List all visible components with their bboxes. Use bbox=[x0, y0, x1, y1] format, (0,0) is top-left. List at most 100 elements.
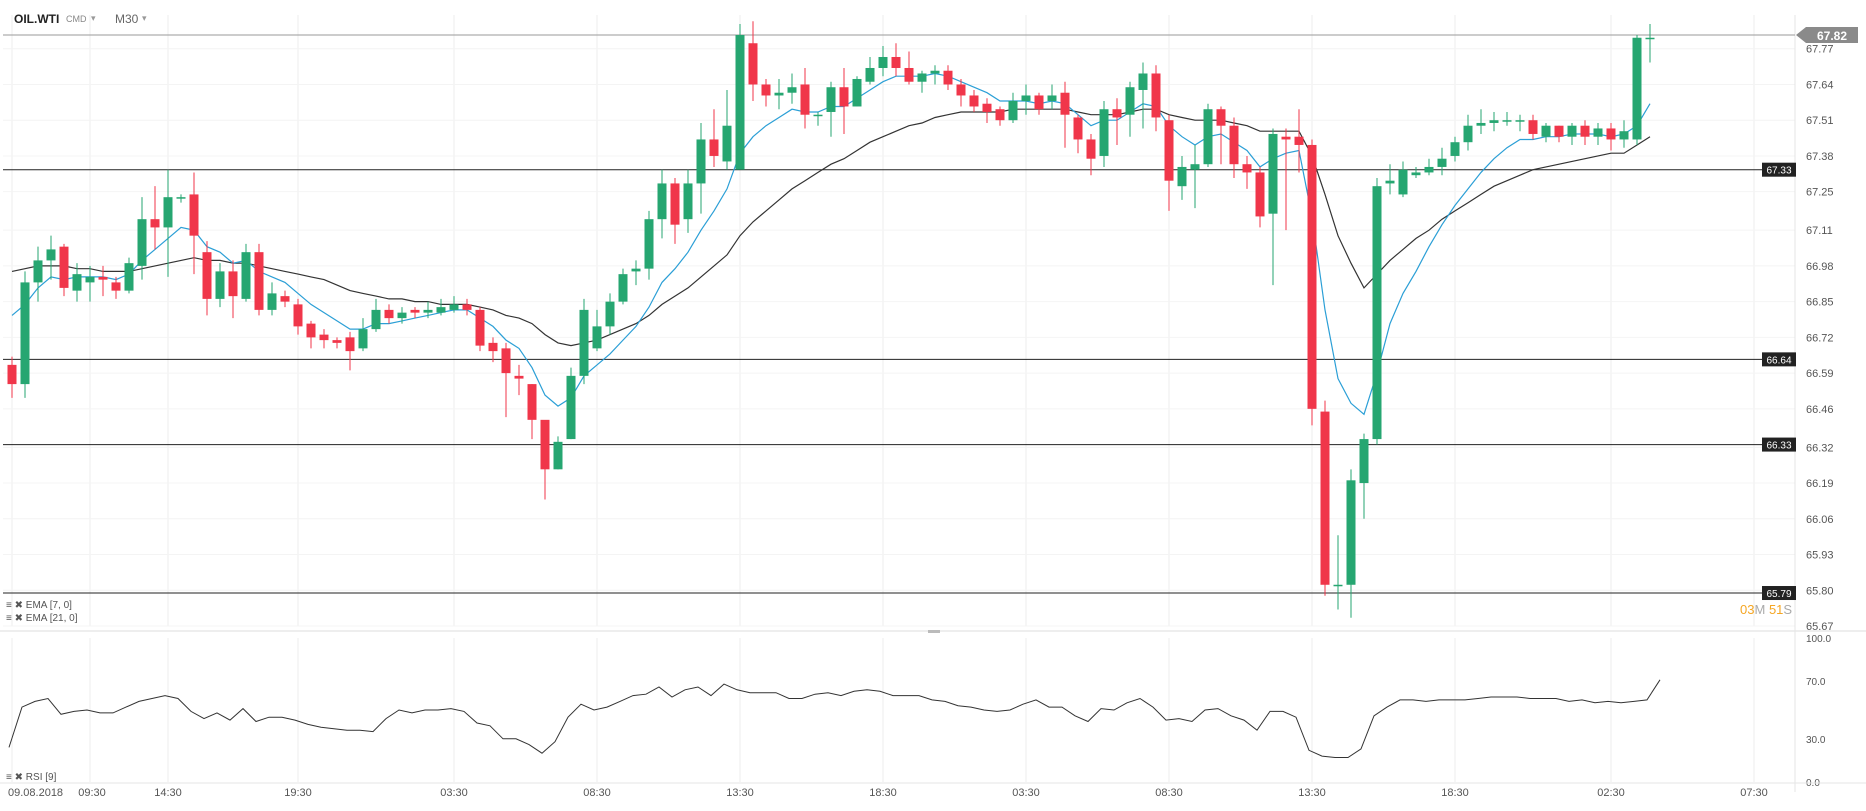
candle-body bbox=[904, 67, 914, 82]
ema21-legend[interactable]: ≡ ✖ EMA [21, 0] bbox=[6, 613, 78, 624]
candle-body bbox=[735, 35, 745, 170]
candle-body bbox=[202, 252, 212, 299]
candle-body bbox=[1112, 109, 1122, 118]
candle-body bbox=[1528, 120, 1538, 134]
candle-body bbox=[514, 375, 524, 379]
candle-body bbox=[358, 329, 368, 349]
candle-body bbox=[1333, 584, 1343, 587]
time-tick-label: 07:30 bbox=[1740, 787, 1768, 799]
time-tick-label: 02:30 bbox=[1597, 787, 1625, 799]
time-tick-label: 14:30 bbox=[154, 787, 182, 799]
candle-body bbox=[384, 309, 394, 319]
candle-body bbox=[228, 271, 238, 297]
level-tag bbox=[1762, 437, 1796, 452]
candle-body bbox=[683, 183, 693, 220]
level-tag-label: 66.33 bbox=[1766, 441, 1791, 452]
time-tick-label: 09.08.2018 bbox=[8, 787, 63, 799]
ema21-label: EMA [21, 0] bbox=[25, 613, 78, 624]
candle-body bbox=[618, 274, 628, 302]
candle-body bbox=[1138, 73, 1148, 90]
level-tag bbox=[1762, 352, 1796, 367]
candle-body bbox=[553, 441, 563, 470]
price-tick-label: 67.11 bbox=[1806, 225, 1833, 237]
candle-body bbox=[85, 276, 95, 283]
candle-body bbox=[46, 249, 56, 261]
time-tick-label: 18:30 bbox=[1441, 787, 1469, 799]
candle-body bbox=[488, 342, 498, 352]
candle-body bbox=[1320, 411, 1330, 585]
candle-body bbox=[1229, 125, 1239, 165]
candle-body bbox=[670, 183, 680, 225]
candle-body bbox=[280, 296, 290, 302]
chevron-down-icon[interactable]: ▾ bbox=[142, 13, 147, 23]
chevron-down-icon[interactable]: ▾ bbox=[91, 13, 96, 23]
candle-body bbox=[1606, 128, 1616, 140]
menu-icon[interactable]: ≡ bbox=[6, 772, 12, 783]
close-icon[interactable]: ✖ bbox=[14, 772, 24, 783]
timer-minutes: 03 bbox=[1740, 602, 1755, 617]
candle-body bbox=[709, 139, 719, 156]
candle-body bbox=[501, 348, 511, 374]
candle-body bbox=[1255, 172, 1265, 217]
candle-body bbox=[176, 197, 186, 199]
candle-body bbox=[631, 268, 641, 272]
timeframe-selector[interactable]: M30 bbox=[115, 12, 139, 26]
rsi-legend[interactable]: ≡ ✖ RSI [9] bbox=[6, 772, 56, 783]
candle-body bbox=[267, 293, 277, 310]
ema7-legend[interactable]: ≡ ✖ EMA [7, 0] bbox=[6, 600, 72, 611]
price-tick-label: 66.19 bbox=[1806, 478, 1834, 490]
candle-body bbox=[943, 70, 953, 85]
symbol-selector[interactable]: OIL.WTI bbox=[14, 12, 60, 26]
price-tick-label: 66.32 bbox=[1806, 442, 1834, 454]
level-tag-label: 67.33 bbox=[1766, 166, 1791, 177]
close-icon[interactable]: ✖ bbox=[14, 613, 24, 624]
time-tick-label: 13:30 bbox=[1298, 787, 1326, 799]
candle-body bbox=[98, 276, 108, 280]
ema21-line bbox=[11, 108, 1651, 347]
menu-icon[interactable]: ≡ bbox=[6, 613, 12, 624]
time-tick-label: 03:30 bbox=[1012, 787, 1040, 799]
candle-body bbox=[605, 301, 615, 327]
candle-body bbox=[826, 87, 836, 112]
candle-body bbox=[696, 139, 706, 184]
price-tick-label: 66.72 bbox=[1806, 332, 1834, 344]
candle-body bbox=[1580, 125, 1590, 137]
candle-body bbox=[319, 334, 329, 341]
candle-body bbox=[995, 109, 1005, 121]
candle-body bbox=[1346, 480, 1356, 585]
candle-body bbox=[1164, 120, 1174, 181]
menu-icon[interactable]: ≡ bbox=[6, 600, 12, 611]
candle-body bbox=[241, 252, 251, 299]
candle-body bbox=[111, 282, 121, 291]
rsi-tick-label: 100.0 bbox=[1806, 634, 1831, 645]
candle-body bbox=[527, 384, 537, 420]
candle-body bbox=[1489, 120, 1499, 123]
candle-body bbox=[722, 125, 732, 162]
candle-body bbox=[787, 87, 797, 93]
candle-body bbox=[33, 260, 43, 283]
candle-body bbox=[1099, 109, 1109, 156]
close-icon[interactable]: ✖ bbox=[14, 600, 24, 611]
candle-body bbox=[969, 95, 979, 107]
candle-body bbox=[1177, 166, 1187, 187]
candle-body bbox=[657, 183, 667, 220]
price-tick-label: 66.06 bbox=[1806, 514, 1834, 526]
chart-toolbar: OIL.WTI CMD ▾ M30 ▾ bbox=[0, 0, 1866, 38]
pane-resize-handle[interactable] bbox=[928, 630, 940, 633]
candle-body bbox=[1411, 172, 1421, 176]
candle-body bbox=[1203, 109, 1213, 165]
price-tick-label: 66.98 bbox=[1806, 261, 1834, 273]
candle-body bbox=[644, 219, 654, 269]
candle-body bbox=[293, 304, 303, 327]
candle-body bbox=[462, 304, 472, 310]
level-tag bbox=[1762, 162, 1796, 177]
candle-body bbox=[436, 307, 446, 313]
candle-body bbox=[59, 246, 69, 288]
candle-body bbox=[7, 364, 17, 385]
price-tick-label: 65.93 bbox=[1806, 550, 1834, 562]
candle-body bbox=[1047, 95, 1057, 101]
candle-timer: 03M 51S bbox=[1740, 602, 1792, 617]
candle-body bbox=[332, 340, 342, 343]
candle-body bbox=[306, 323, 316, 338]
